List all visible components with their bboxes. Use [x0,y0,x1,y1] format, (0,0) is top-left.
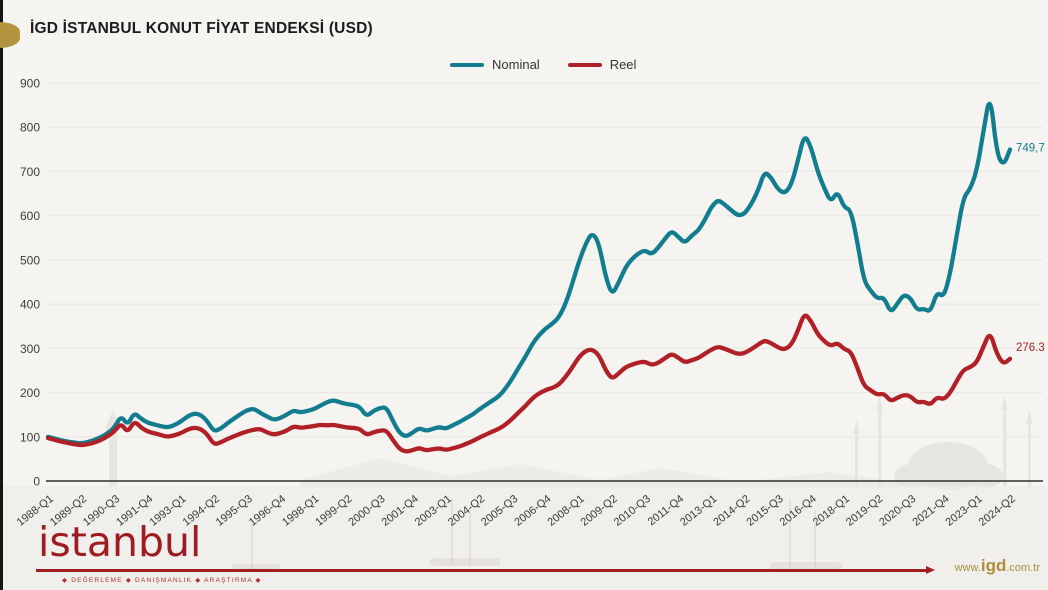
page-title: İGD İSTANBUL KONUT FİYAT ENDEKSİ (USD) [30,20,373,37]
logo-tagline: ◆ DEĞERLEME ◆ DANIŞMANLIK ◆ ARAŞTIRMA ◆ [62,577,262,584]
x-tick-label: 1998-Q1 [280,493,321,529]
left-edge-bar [0,0,3,590]
website-name: igd [980,556,1007,575]
series-line-nominal [45,101,1013,446]
x-tick-label: 2010-Q3 [612,493,653,529]
y-tick-label: 100 [20,430,40,444]
x-tick-label: 2018-Q1 [811,493,852,529]
x-tick-label: 2001-Q4 [380,493,421,529]
x-tick-label: 2021-Q4 [910,493,951,529]
end-value-label-nominal: 749,7 [1016,143,1045,155]
x-tick-label: 2009-Q2 [579,493,620,529]
y-tick-label: 800 [20,121,40,135]
x-tick-label: 2015-Q3 [745,493,786,529]
y-tick-label: 700 [20,165,40,179]
website-prefix: www. [954,562,981,574]
x-tick-label: 2023-Q1 [944,493,985,529]
chart-legend: Nominal Reel [450,57,636,72]
x-tick-label: 1995-Q3 [214,493,255,529]
end-value-label-reel: 276.3 [1016,342,1045,354]
x-tick-label: 2024-Q2 [977,493,1018,529]
x-tick-label: 1996-Q4 [247,493,288,529]
x-tick-label: 2020-Q3 [877,493,918,529]
x-tick-label: 2016-Q4 [778,493,819,529]
website-link[interactable]: www.igd.com.tr [955,556,1040,576]
logo-underline [36,569,926,572]
y-tick-label: 600 [20,209,40,223]
x-tick-label: 1999-Q2 [313,493,354,529]
y-tick-label: 0 [33,475,40,489]
legend-item-nominal: Nominal [450,57,540,72]
nominal-line-swatch [450,62,484,67]
x-tick-label: 2004-Q2 [446,493,487,529]
y-tick-label: 400 [20,298,40,312]
istanbul-skyline-background [0,396,1048,590]
x-tick-label: 2014-Q2 [711,493,752,529]
logo-underline-arrow-icon [926,566,935,574]
x-tick-label: 2013-Q1 [678,493,719,529]
y-tick-label: 200 [20,386,40,400]
x-tick-label: 2003-Q1 [413,493,454,529]
x-tick-label: 2006-Q4 [512,493,553,529]
legend-label-nominal: Nominal [492,57,540,72]
y-tick-label: 500 [20,253,40,267]
website-suffix: .com.tr [1006,562,1040,574]
series-line-reel [45,313,1013,454]
istanbul-logo: istanbul [38,518,202,566]
x-tick-label: 2008-Q1 [546,493,587,529]
legend-item-reel: Reel [567,57,637,72]
x-tick-label: 2000-Q3 [346,493,387,529]
reel-line-swatch [567,62,602,67]
x-tick-label: 2019-Q2 [844,493,885,529]
y-tick-label: 300 [20,342,40,356]
legend-label-reel: Reel [609,57,637,72]
gold-leaf-bullet [0,22,20,48]
y-tick-label: 900 [20,77,40,91]
x-tick-label: 2005-Q3 [479,493,520,529]
